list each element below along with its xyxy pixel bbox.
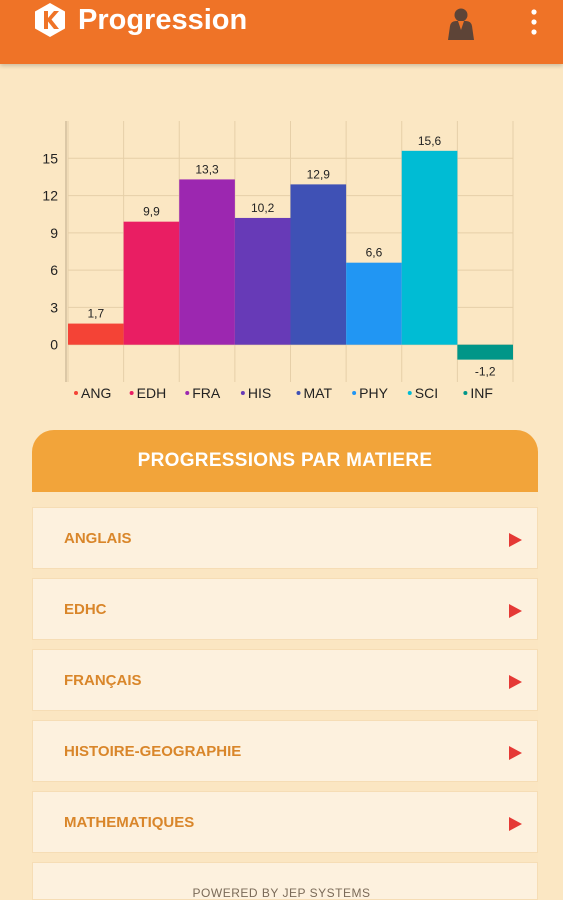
subject-label: HISTOIRE-GEOGRAPHIE xyxy=(64,742,242,760)
legend-swatch xyxy=(463,391,468,395)
y-tick-label: 9 xyxy=(50,225,58,241)
app-bar: Progression xyxy=(0,0,563,64)
bar xyxy=(401,150,458,345)
bar-chart: 0 3 6 9 12 15 1,7 9,9 13,3 10,2 12,9 6,6 15,6 -1,2 ANG… xyxy=(42,121,514,401)
bar xyxy=(179,179,235,345)
bar xyxy=(123,221,180,345)
bar-value-label: 10,2 xyxy=(251,201,275,215)
bar-value-label: 12,9 xyxy=(307,167,331,181)
footer-credit: POWERED BY JEP SYSTEMS xyxy=(192,886,371,900)
bar-value-label: 15,6 xyxy=(418,134,442,148)
play-arrow-icon xyxy=(509,675,522,689)
legend-swatch xyxy=(185,391,190,395)
y-tick-label: 15 xyxy=(42,150,58,166)
subject-item-histoire-geographie[interactable]: HISTOIRE-GEOGRAPHIE xyxy=(32,720,538,782)
legend-label: HIS xyxy=(248,385,271,401)
y-tick-label: 0 xyxy=(50,337,58,353)
legend-label: INF xyxy=(470,385,493,401)
progression-chart: 0 3 6 9 12 15 1,7 9,9 13,3 10,2 12,9 6,6 15,6 -1,2 ANG… xyxy=(0,64,563,420)
legend-swatch xyxy=(296,391,301,395)
bar xyxy=(290,184,347,345)
legend-label: MAT xyxy=(304,385,333,401)
app-title: Progression xyxy=(78,4,248,36)
bar-value-label: 1,7 xyxy=(87,307,104,321)
bar xyxy=(68,323,124,345)
subject-label: ANGLAIS xyxy=(64,529,132,547)
panel-header: PROGRESSIONS PAR MATIERE xyxy=(32,430,538,492)
legend-swatch xyxy=(407,391,412,395)
subject-item-francais[interactable]: FRANÇAIS xyxy=(32,649,538,711)
play-arrow-icon xyxy=(509,817,522,831)
bar-value-label: 6,6 xyxy=(366,246,383,260)
y-tick-label: 12 xyxy=(42,188,58,204)
subject-label: MATHEMATIQUES xyxy=(64,813,195,831)
bar-value-label: 13,3 xyxy=(195,162,219,176)
legend-label: FRA xyxy=(192,385,221,401)
legend-label: EDH xyxy=(137,385,167,401)
subject-item-mathematiques[interactable]: MATHEMATIQUES xyxy=(32,791,538,853)
bar xyxy=(346,262,402,345)
overflow-menu-icon[interactable] xyxy=(522,6,546,38)
subject-item-edhc[interactable]: EDHC xyxy=(32,578,538,640)
play-arrow-icon xyxy=(509,533,522,547)
bar-value-label: 9,9 xyxy=(143,205,160,219)
k-logo-icon xyxy=(35,3,65,37)
legend-swatch xyxy=(240,391,245,395)
subject-label: EDHC xyxy=(64,600,107,618)
legend-swatch xyxy=(352,391,357,395)
legend-label: ANG xyxy=(81,385,111,401)
person-icon[interactable] xyxy=(444,6,478,42)
y-tick-label: 6 xyxy=(50,262,58,278)
legend-swatch xyxy=(129,391,134,395)
subject-label: FRANÇAIS xyxy=(64,671,142,689)
subject-item-anglais[interactable]: ANGLAIS xyxy=(32,507,538,569)
play-arrow-icon xyxy=(509,746,522,760)
legend-label: PHY xyxy=(359,385,388,401)
bar-value-label: -1,2 xyxy=(475,365,496,379)
legend-swatch xyxy=(74,391,78,395)
bar xyxy=(457,344,513,360)
legend-label: SCI xyxy=(415,385,438,401)
y-tick-label: 3 xyxy=(50,299,58,315)
play-arrow-icon xyxy=(509,604,522,618)
bar xyxy=(234,217,291,345)
